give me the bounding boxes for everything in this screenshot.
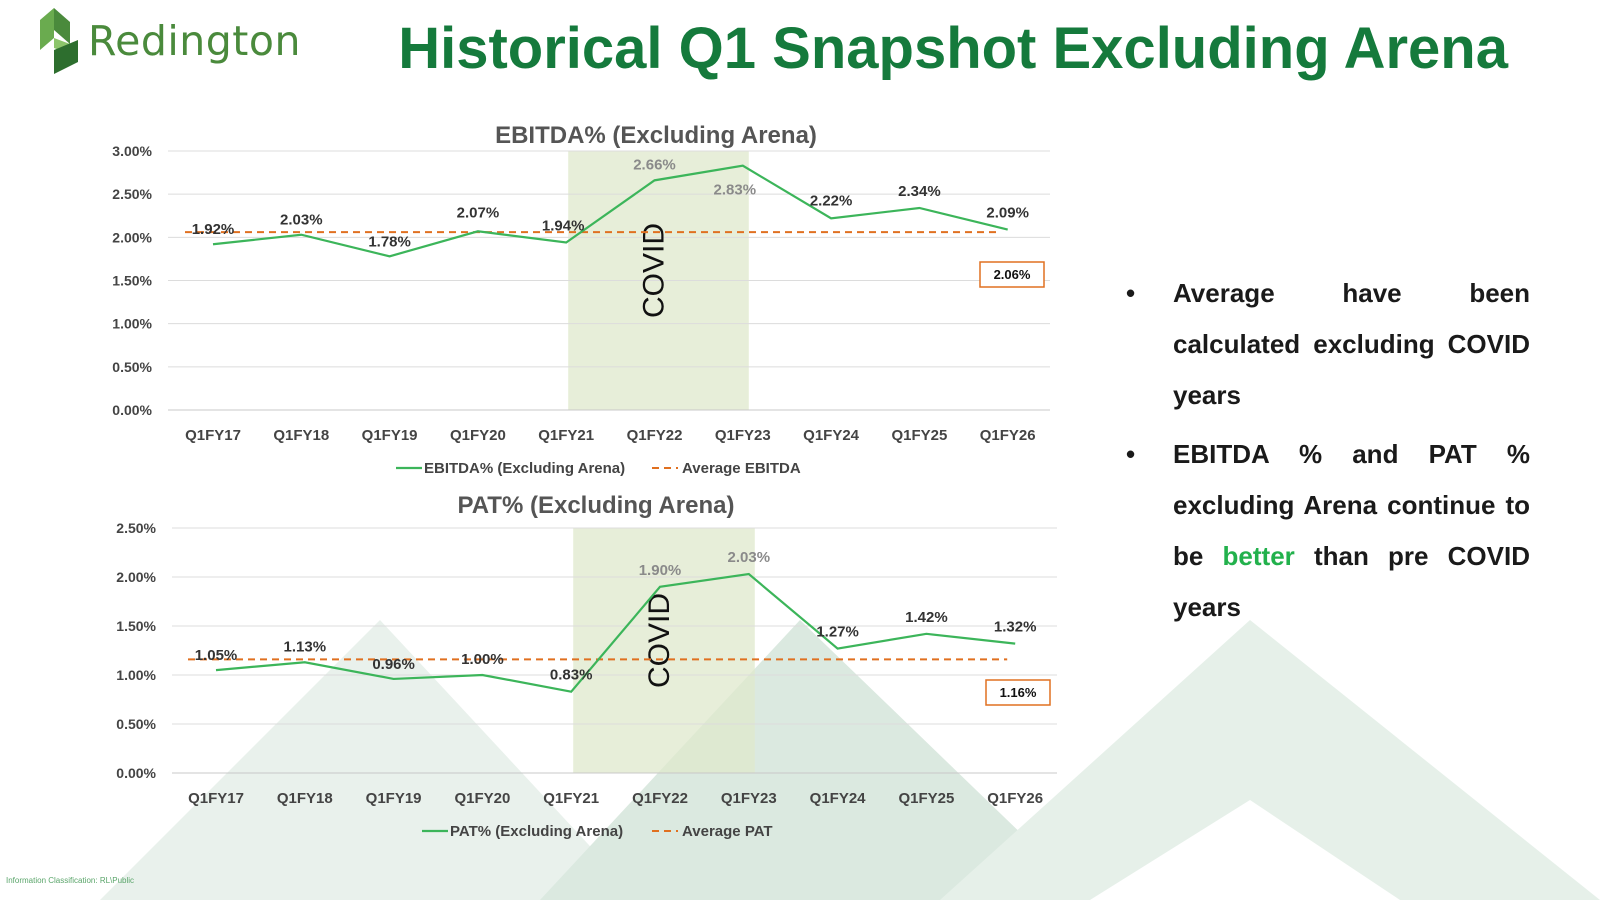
y-tick-label: 3.00% bbox=[112, 143, 152, 159]
ebitda-chart: 0.00% 0.50% 1.00% 1.50% 2.00% 2.50% 3.00% COVID… bbox=[112, 122, 1050, 477]
bullet-text: Average have been calculated excluding C… bbox=[1173, 278, 1530, 410]
data-label: 0.83% bbox=[550, 667, 593, 684]
x-tick-label: Q1FY18 bbox=[277, 790, 333, 807]
x-tick-label: Q1FY20 bbox=[450, 427, 506, 444]
series-line bbox=[212, 164, 1008, 258]
covid-label: COVID bbox=[638, 223, 671, 318]
data-label: 2.22% bbox=[810, 192, 853, 209]
data-label: 1.94% bbox=[542, 218, 585, 235]
redington-logo-icon bbox=[40, 8, 78, 74]
data-label: 2.09% bbox=[986, 205, 1029, 222]
x-tick-label: Q1FY22 bbox=[632, 790, 688, 807]
x-tick-label: Q1FY17 bbox=[188, 790, 244, 807]
x-tick-label: Q1FY22 bbox=[627, 427, 683, 444]
y-tick-label: 1.50% bbox=[116, 618, 156, 634]
bullet-text-before: EBITDA % and PAT % excluding Arena conti… bbox=[1173, 439, 1530, 571]
bullet-item: Average have been calculated excluding C… bbox=[1126, 268, 1530, 421]
y-tick-label: 1.00% bbox=[112, 316, 152, 332]
legend-label: Average EBITDA bbox=[682, 460, 801, 477]
x-tick-label: Q1FY26 bbox=[980, 427, 1036, 444]
pat-chart: 0.00% 0.50% 1.00% 1.50% 2.00% 2.50% COVID PAT% … bbox=[116, 492, 1057, 840]
data-label: 1.92% bbox=[192, 221, 235, 238]
y-tick-label: 0.00% bbox=[116, 765, 156, 781]
legend-label: EBITDA% (Excluding Arena) bbox=[424, 460, 625, 477]
logo-text: Redington bbox=[88, 17, 301, 65]
data-label: 1.32% bbox=[994, 619, 1037, 636]
data-label: 2.34% bbox=[898, 183, 941, 200]
x-tick-label: Q1FY25 bbox=[898, 790, 954, 807]
data-label: 1.13% bbox=[284, 638, 327, 655]
x-tick-label: Q1FY25 bbox=[891, 427, 947, 444]
bullet-text-after: than pre COVID years bbox=[1173, 541, 1530, 622]
chart-title: PAT% (Excluding Arena) bbox=[458, 492, 735, 519]
data-label: 1.78% bbox=[368, 233, 411, 250]
average-label-box bbox=[985, 679, 1051, 706]
legend-label: PAT% (Excluding Arena) bbox=[450, 823, 623, 840]
legend-label: Average PAT bbox=[682, 823, 773, 840]
y-tick-label: 2.00% bbox=[116, 569, 156, 585]
x-tick-label: Q1FY19 bbox=[362, 427, 418, 444]
covid-label: COVID bbox=[643, 593, 676, 688]
x-tick-label: Q1FY23 bbox=[715, 427, 771, 444]
y-tick-label: 0.00% bbox=[112, 402, 152, 418]
chart-title: EBITDA% (Excluding Arena) bbox=[495, 122, 817, 149]
data-label: 2.66% bbox=[633, 156, 676, 173]
bullet-highlight: better bbox=[1222, 541, 1295, 571]
covid-band bbox=[573, 528, 755, 773]
info-classification: Information Classification: RL\Public bbox=[6, 876, 135, 885]
bullet-list: Average have been calculated excluding C… bbox=[1126, 268, 1530, 641]
data-label: 2.07% bbox=[457, 204, 500, 221]
x-tick-label: Q1FY21 bbox=[543, 790, 599, 807]
y-tick-label: 0.50% bbox=[112, 359, 152, 375]
series-line bbox=[215, 572, 1016, 693]
page-title: Historical Q1 Snapshot Excluding Arena bbox=[398, 16, 1508, 81]
data-label: 2.03% bbox=[728, 549, 771, 566]
x-tick-label: Q1FY24 bbox=[803, 427, 860, 444]
x-tick-label: Q1FY23 bbox=[721, 790, 777, 807]
data-label: 2.03% bbox=[280, 212, 323, 229]
bullet-item: EBITDA % and PAT % excluding Arena conti… bbox=[1126, 429, 1530, 633]
data-label: 1.27% bbox=[816, 624, 859, 641]
data-label: 0.96% bbox=[372, 656, 415, 673]
average-label-box bbox=[979, 261, 1045, 288]
y-tick-label: 2.50% bbox=[116, 520, 156, 536]
data-label: 1.05% bbox=[195, 647, 238, 664]
x-tick-label: Q1FY20 bbox=[454, 790, 510, 807]
mountain-shape bbox=[940, 620, 1600, 900]
x-tick-label: Q1FY19 bbox=[366, 790, 422, 807]
y-tick-label: 0.50% bbox=[116, 716, 156, 732]
x-tick-label: Q1FY17 bbox=[185, 427, 241, 444]
average-label: 2.06% bbox=[994, 267, 1031, 282]
data-label: 1.00% bbox=[461, 651, 504, 668]
data-label: 1.90% bbox=[639, 562, 682, 579]
average-label: 1.16% bbox=[1000, 685, 1037, 700]
data-label: 2.83% bbox=[714, 182, 757, 199]
y-tick-label: 2.50% bbox=[112, 186, 152, 202]
mountain-shape bbox=[100, 620, 640, 900]
y-tick-label: 1.00% bbox=[116, 667, 156, 683]
logo: Redington bbox=[40, 8, 301, 74]
y-tick-label: 1.50% bbox=[112, 273, 152, 289]
x-tick-label: Q1FY26 bbox=[987, 790, 1043, 807]
data-label: 1.42% bbox=[905, 609, 948, 626]
x-tick-label: Q1FY24 bbox=[810, 790, 867, 807]
mountain-shape bbox=[1090, 800, 1400, 900]
x-tick-label: Q1FY18 bbox=[273, 427, 329, 444]
y-tick-label: 2.00% bbox=[112, 229, 152, 245]
x-tick-label: Q1FY21 bbox=[538, 427, 594, 444]
